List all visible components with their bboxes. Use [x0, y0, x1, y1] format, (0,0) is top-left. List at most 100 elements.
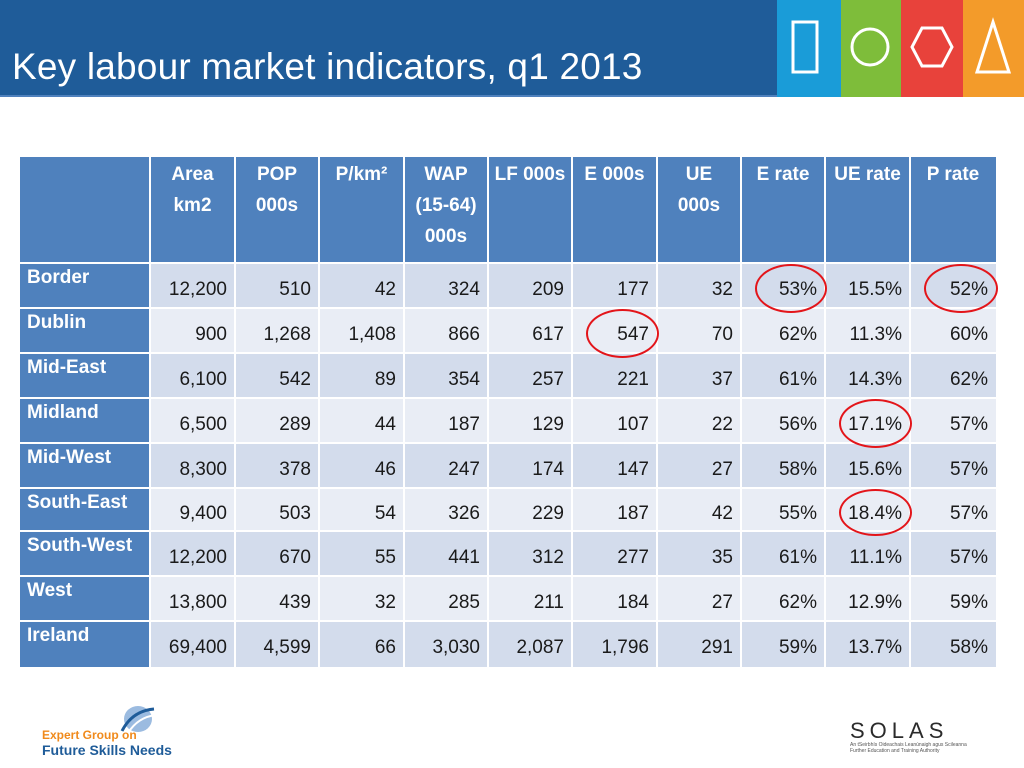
table-cell: 2,087	[516, 637, 564, 658]
table-cell: 27	[711, 459, 733, 480]
table-cell: 326	[448, 503, 480, 524]
column-divider	[571, 157, 573, 667]
table-cell: 1,268	[263, 324, 311, 345]
column-divider	[487, 157, 489, 667]
table-cell: 15.6%	[848, 459, 902, 480]
table-cell-bg	[572, 263, 657, 308]
table-cell: 289	[279, 414, 311, 435]
solas-logo-word: SOLAS	[850, 718, 949, 743]
table-cell: 70	[711, 324, 733, 345]
table-cell-bg	[825, 263, 910, 308]
title-bar	[0, 0, 777, 97]
table-cell: 14.3%	[848, 369, 902, 390]
table-cell: 15.5%	[848, 279, 902, 300]
table-cell-bg	[657, 263, 741, 308]
table-cell-bg	[319, 308, 404, 353]
table-cell: 670	[279, 547, 311, 568]
table-cell-bg	[910, 308, 996, 353]
table-cell: 27	[711, 592, 733, 613]
table-cell-bg	[150, 531, 235, 576]
table-cell: 12,200	[168, 279, 227, 300]
table-cell-bg	[657, 576, 741, 621]
table-cell: 12.9%	[848, 592, 902, 613]
table-cell-bg	[150, 621, 235, 667]
column-header: UE 000s	[677, 164, 721, 216]
table-cell-bg	[404, 353, 488, 398]
table-cell-bg	[657, 398, 741, 443]
table-cell-bg	[404, 263, 488, 308]
table-cell-bg	[572, 576, 657, 621]
table-cell: 57%	[949, 503, 988, 524]
table-cell: 62%	[949, 369, 988, 390]
table-cell: 324	[448, 279, 480, 300]
row-divider	[20, 307, 996, 309]
table-cell: 57%	[949, 414, 988, 435]
table-cell: 378	[279, 459, 311, 480]
row-header: Mid-West	[20, 443, 150, 488]
labour-indicators-table: Area km2 POP 000s P/km² WAP (15-64) 000s LF …	[20, 157, 998, 667]
table-cell: 9,400	[179, 503, 227, 524]
row-divider	[20, 530, 996, 532]
table-cell: 177	[617, 279, 649, 300]
table-cell: 13.7%	[848, 637, 902, 658]
column-header: LF 000s	[494, 164, 566, 185]
column-divider	[234, 157, 236, 667]
row-divider	[20, 575, 996, 577]
table-cell-bg	[741, 443, 825, 488]
table-cell-bg	[488, 443, 572, 488]
table-cell-bg	[488, 488, 572, 531]
table-cell: 69,400	[168, 637, 227, 658]
table-cell: 62%	[778, 592, 817, 613]
table-cell: 503	[279, 503, 311, 524]
table-cell-bg	[825, 308, 910, 353]
table-cell-bg	[741, 488, 825, 531]
table-cell: 3,030	[432, 637, 480, 658]
row-header: West	[20, 576, 150, 621]
column-divider	[909, 157, 911, 667]
row-header: Dublin	[20, 308, 150, 353]
table-cell: 42	[374, 279, 396, 300]
table-cell: 312	[532, 547, 564, 568]
table-cell-bg	[741, 576, 825, 621]
table-cell: 59%	[778, 637, 817, 658]
row-header: Mid-East	[20, 353, 150, 398]
column-divider	[740, 157, 742, 667]
table-cell-bg	[657, 353, 741, 398]
table-cell-bg	[150, 353, 235, 398]
table-cell: 1,408	[348, 324, 396, 345]
table-cell: 277	[617, 547, 649, 568]
table-cell: 61%	[778, 369, 817, 390]
column-header: P/km²	[335, 164, 388, 185]
table-cell-bg	[657, 443, 741, 488]
table-cell-bg	[235, 576, 319, 621]
table-cell: 11.1%	[849, 547, 902, 568]
table-cell-bg	[910, 621, 996, 667]
table-cell: 58%	[778, 459, 817, 480]
egfsn-logo-line2: Future Skills Needs	[42, 742, 172, 758]
table-cell-bg	[657, 621, 741, 667]
table-cell: 184	[617, 592, 649, 613]
table-cell-bg	[825, 576, 910, 621]
table-cell-bg	[488, 531, 572, 576]
table-cell-bg	[741, 621, 825, 667]
row-divider	[20, 620, 996, 622]
table-cell-bg	[235, 531, 319, 576]
table-cell: 37	[711, 369, 733, 390]
table-cell-bg	[404, 398, 488, 443]
table-cell-bg	[235, 398, 319, 443]
table-cell-bg	[319, 621, 404, 667]
table-cell: 354	[448, 369, 480, 390]
column-divider	[403, 157, 405, 667]
table-cell: 187	[617, 503, 649, 524]
table-cell-bg	[150, 576, 235, 621]
column-header: WAP (15-64) 000s	[415, 164, 477, 247]
table-cell: 257	[532, 369, 564, 390]
table-cell: 107	[617, 414, 649, 435]
column-header: P rate	[926, 164, 980, 185]
table-cell: 66	[374, 637, 396, 658]
table-cell-bg	[488, 621, 572, 667]
table-cell: 900	[195, 324, 227, 345]
table-cell-bg	[910, 488, 996, 531]
table-cell-bg	[572, 488, 657, 531]
circle-icon	[841, 0, 901, 97]
